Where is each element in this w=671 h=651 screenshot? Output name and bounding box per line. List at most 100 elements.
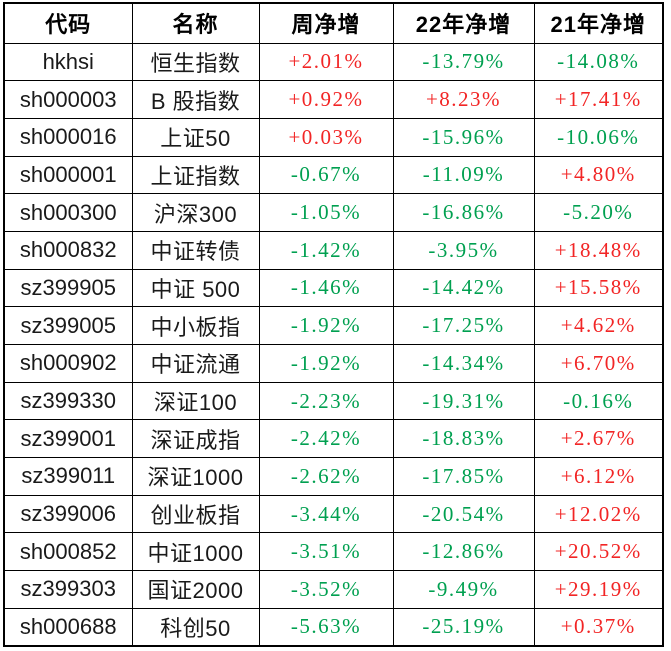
- year21-change-cell: +12.02%: [533, 494, 664, 534]
- name-cell: 中证转债: [131, 230, 260, 270]
- code-cell: sz399330: [3, 381, 133, 421]
- week-change-cell: -1.92%: [258, 306, 394, 345]
- week-change-cell: -3.44%: [258, 494, 394, 534]
- year22-change-cell: -25.19%: [392, 607, 535, 647]
- code-cell: sh000016: [3, 117, 133, 157]
- table-row: sh000001 上证指数 -0.67% -11.09% +4.80%: [3, 155, 664, 195]
- year22-change-cell: +8.23%: [392, 80, 535, 119]
- year22-change-cell: -19.31%: [392, 381, 535, 421]
- year21-change-cell: +17.41%: [533, 80, 664, 119]
- code-cell: sh000852: [3, 532, 133, 572]
- week-change-cell: +2.01%: [258, 42, 394, 82]
- name-cell: 上证50: [131, 117, 260, 157]
- code-cell: sh000902: [3, 344, 133, 383]
- week-change-cell: -5.63%: [258, 607, 394, 647]
- header-week-change: 周净增: [258, 2, 394, 44]
- name-cell: 中证1000: [131, 532, 260, 572]
- table-body: hkhsi 恒生指数 +2.01% -13.79% -14.08% sh0000…: [3, 42, 664, 647]
- year21-change-cell: +15.58%: [533, 268, 664, 308]
- week-change-cell: -3.52%: [258, 570, 394, 609]
- name-cell: 沪深300: [131, 193, 260, 232]
- table-row: sz399905 中证 500 -1.46% -14.42% +15.58%: [3, 268, 664, 308]
- year22-change-cell: -15.96%: [392, 117, 535, 157]
- week-change-cell: -0.67%: [258, 155, 394, 195]
- year22-change-cell: -14.34%: [392, 344, 535, 383]
- year21-change-cell: +4.80%: [533, 155, 664, 195]
- week-change-cell: -1.46%: [258, 268, 394, 308]
- year21-change-cell: +2.67%: [533, 419, 664, 459]
- year22-change-cell: -18.83%: [392, 419, 535, 459]
- code-cell: sh000832: [3, 230, 133, 270]
- name-cell: 中证流通: [131, 344, 260, 383]
- code-cell: sz399001: [3, 419, 133, 459]
- week-change-cell: -2.23%: [258, 381, 394, 421]
- name-cell: 深证100: [131, 381, 260, 421]
- year21-change-cell: -14.08%: [533, 42, 664, 82]
- week-change-cell: -1.42%: [258, 230, 394, 270]
- year22-change-cell: -13.79%: [392, 42, 535, 82]
- year21-change-cell: +4.62%: [533, 306, 664, 345]
- year22-change-cell: -17.25%: [392, 306, 535, 345]
- table-row: sz399330 深证100 -2.23% -19.31% -0.16%: [3, 381, 664, 421]
- code-cell: sz399005: [3, 306, 133, 345]
- year22-change-cell: -20.54%: [392, 494, 535, 534]
- name-cell: 中证 500: [131, 268, 260, 308]
- table-row: sh000003 B 股指数 +0.92% +8.23% +17.41%: [3, 80, 664, 119]
- name-cell: 中小板指: [131, 306, 260, 345]
- week-change-cell: -3.51%: [258, 532, 394, 572]
- header-row: 代码 名称 周净增 22年净增 21年净增: [3, 2, 664, 44]
- table-row: sz399001 深证成指 -2.42% -18.83% +2.67%: [3, 419, 664, 459]
- week-change-cell: -1.05%: [258, 193, 394, 232]
- table-row: sh000688 科创50 -5.63% -25.19% +0.37%: [3, 607, 664, 647]
- name-cell: 深证1000: [131, 457, 260, 496]
- name-cell: 科创50: [131, 607, 260, 647]
- code-cell: sh000688: [3, 607, 133, 647]
- code-cell: hkhsi: [3, 42, 133, 82]
- year21-change-cell: +29.19%: [533, 570, 664, 609]
- code-cell: sh000300: [3, 193, 133, 232]
- year22-change-cell: -9.49%: [392, 570, 535, 609]
- index-returns-table: 代码 名称 周净增 22年净增 21年净增 hkhsi 恒生指数 +2.01% …: [3, 2, 664, 647]
- week-change-cell: +0.03%: [258, 117, 394, 157]
- name-cell: B 股指数: [131, 80, 260, 119]
- code-cell: sz399006: [3, 494, 133, 534]
- week-change-cell: -2.42%: [258, 419, 394, 459]
- year21-change-cell: +6.70%: [533, 344, 664, 383]
- week-change-cell: -2.62%: [258, 457, 394, 496]
- table-row: sz399303 国证2000 -3.52% -9.49% +29.19%: [3, 570, 664, 609]
- year22-change-cell: -17.85%: [392, 457, 535, 496]
- week-change-cell: +0.92%: [258, 80, 394, 119]
- year22-change-cell: -11.09%: [392, 155, 535, 195]
- code-cell: sz399905: [3, 268, 133, 308]
- name-cell: 上证指数: [131, 155, 260, 195]
- header-name: 名称: [131, 2, 260, 44]
- name-cell: 深证成指: [131, 419, 260, 459]
- year21-change-cell: +20.52%: [533, 532, 664, 572]
- code-cell: sz399011: [3, 457, 133, 496]
- code-cell: sh000003: [3, 80, 133, 119]
- table-row: sh000832 中证转债 -1.42% -3.95% +18.48%: [3, 230, 664, 270]
- table-row: hkhsi 恒生指数 +2.01% -13.79% -14.08%: [3, 42, 664, 82]
- header-year21-change: 21年净增: [533, 2, 664, 44]
- table-row: sh000016 上证50 +0.03% -15.96% -10.06%: [3, 117, 664, 157]
- code-cell: sz399303: [3, 570, 133, 609]
- year21-change-cell: -0.16%: [533, 381, 664, 421]
- week-change-cell: -1.92%: [258, 344, 394, 383]
- year22-change-cell: -3.95%: [392, 230, 535, 270]
- table-row: sh000852 中证1000 -3.51% -12.86% +20.52%: [3, 532, 664, 572]
- code-cell: sh000001: [3, 155, 133, 195]
- year21-change-cell: +18.48%: [533, 230, 664, 270]
- year21-change-cell: +0.37%: [533, 607, 664, 647]
- table-row: sz399005 中小板指 -1.92% -17.25% +4.62%: [3, 306, 664, 345]
- year21-change-cell: -5.20%: [533, 193, 664, 232]
- year22-change-cell: -14.42%: [392, 268, 535, 308]
- year22-change-cell: -16.86%: [392, 193, 535, 232]
- header-code: 代码: [3, 2, 133, 44]
- year21-change-cell: -10.06%: [533, 117, 664, 157]
- name-cell: 国证2000: [131, 570, 260, 609]
- table-row: sz399011 深证1000 -2.62% -17.85% +6.12%: [3, 457, 664, 496]
- table-row: sh000300 沪深300 -1.05% -16.86% -5.20%: [3, 193, 664, 232]
- year22-change-cell: -12.86%: [392, 532, 535, 572]
- name-cell: 创业板指: [131, 494, 260, 534]
- header-year22-change: 22年净增: [392, 2, 535, 44]
